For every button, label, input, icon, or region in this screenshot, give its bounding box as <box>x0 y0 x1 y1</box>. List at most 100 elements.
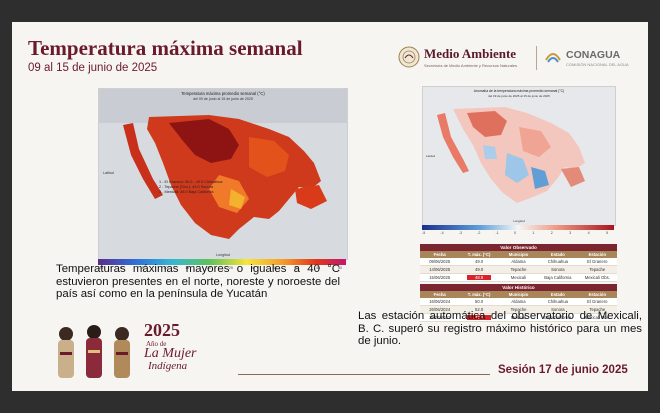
table-cell-fecha: 14/06/2025 <box>429 267 451 272</box>
table-cell-fecha: 15/06/2025 <box>429 275 451 280</box>
column-header: Fecha <box>433 292 446 297</box>
table-cell-municipio: Tepache <box>510 307 527 312</box>
table-cell-estacion: Mexicali Obs. <box>584 315 610 320</box>
scale-tick-label: 30 <box>250 266 255 270</box>
scale-tick-label: 25 <box>228 266 233 270</box>
scale-tick-label: -5 <box>422 231 426 235</box>
page-subtitle: 09 al 15 de junio de 2025 <box>28 62 158 74</box>
scale-tick-label: 4 <box>587 231 590 235</box>
table-row: 29/06/2022 47.3 Mexicali Baja California Mex… <box>420 314 617 322</box>
conagua-drop-icon <box>545 53 561 63</box>
summary-text-left: Temperaturas máximas mayores o iguales a… <box>56 263 340 300</box>
medio-ambiente-logo-text: Medio Ambiente <box>424 46 517 61</box>
logo-separator <box>536 46 537 70</box>
scale-tick-label: 0 <box>514 231 516 235</box>
table-cell-estado: Sonora <box>551 307 565 312</box>
column-header: Estación <box>588 292 607 297</box>
scale-tick-label: 10 <box>163 266 168 270</box>
medio-ambiente-logo-subtext: Secretaría de Medio Ambiente y Recursos … <box>424 63 518 68</box>
logo-line-3: Indígena <box>148 360 188 372</box>
temperature-records-tables: Valor Observado Fecha T. máx. (°C) Munic… <box>420 244 617 322</box>
table-cell-municipio: Aldama <box>511 259 526 264</box>
historical-table-columns: Fecha T. máx. (°C) Municipio Estado Esta… <box>420 291 617 298</box>
table-cell-estado: Chihuahua <box>547 259 569 264</box>
scale-tick-label: 0 <box>119 266 122 270</box>
temperature-anomaly-map: Anomalía de la temperatura máxima promed… <box>422 86 616 226</box>
table-cell-fecha: 16/06/2024 <box>429 299 451 304</box>
table-cell-municipio: Aldama <box>511 299 526 304</box>
table-row: 16/06/2024 50.0 Aldama Chihuahua El Granero <box>420 298 617 306</box>
temperature-anomaly-map-image: Anomalía de la temperatura máxima promed… <box>423 87 615 225</box>
table-row: 09/06/2025 49.0 Aldama Chihuahua El Granero <box>420 258 617 266</box>
table-row: 15/06/2025 48.9 Mexicali Baja California Mex… <box>420 274 617 282</box>
scale-tick-label: -4 <box>440 231 444 235</box>
table-cell-estacion: Tepache <box>589 307 606 312</box>
column-header: Municipio <box>508 252 529 257</box>
column-header: T. máx. (°C) <box>467 252 491 257</box>
scale-tick-label: -2 <box>477 231 481 235</box>
table-cell-tmax: 49.0 <box>475 267 484 272</box>
national-seal-icon <box>398 46 420 68</box>
table-row: 26/06/2024 52.0 Tepache Sonora Tepache <box>420 306 617 314</box>
session-date: Sesión 17 de junio 2025 <box>498 364 628 376</box>
table-cell-estado: Chihuahua <box>547 299 569 304</box>
indigenous-women-illustration-icon <box>58 325 130 378</box>
map-left-xlabel: Longitud <box>216 253 230 257</box>
anomaly-scale-labels: -5 -4 -3 -2 -1 0 1 2 3 4 5 <box>422 231 614 236</box>
scale-tick-label: -1 <box>495 231 499 235</box>
year-of-indigenous-women-logo: 2025 Año de La Mujer Indígena <box>48 320 214 378</box>
scale-tick-label: 15 <box>185 266 190 270</box>
table-cell-tmax: 48.9 <box>467 275 491 280</box>
anomaly-color-scale <box>422 225 614 230</box>
logo-line-1: Año de <box>146 340 167 348</box>
footer-divider <box>238 374 490 375</box>
slide: Temperatura máxima semanal 09 al 15 de j… <box>12 22 648 391</box>
column-header: Fecha <box>433 252 446 257</box>
table-cell-estacion: El Granero <box>587 259 608 264</box>
max-temperature-color-scale <box>98 259 346 265</box>
column-header: Estación <box>588 252 607 257</box>
scale-tick-label: 40 <box>294 266 299 270</box>
scale-tick-label: 20 <box>207 266 212 270</box>
table-cell-municipio: Tepache <box>510 267 527 272</box>
logo-line-2: La Mujer <box>144 346 197 361</box>
map-right-xlabel: Longitud <box>513 219 525 223</box>
table-cell-fecha: 09/06/2025 <box>429 259 451 264</box>
observed-table-heading: Valor Observado <box>420 244 617 251</box>
table-row: 14/06/2025 49.0 Tepache Sonora Tepache <box>420 266 617 274</box>
map-left-period: del 09 de junio al 15 de junio de 2025 <box>193 97 253 101</box>
map-left-title: Temperatura máxima promedio semanal (°C) <box>181 91 265 96</box>
map-left-legend-2: 2 - Tepache (Son.): 49.0 Sonora <box>159 185 214 189</box>
scale-tick-label: 1 <box>532 231 535 235</box>
table-cell-municipio: Mexicali <box>510 275 527 280</box>
max-temperature-scale-labels: -20 0 5 10 15 20 25 30 35 40 45 50 <box>98 266 346 272</box>
map-left-ylabel: Latitud <box>103 171 114 175</box>
table-cell-estacion: Mexicali Obs. <box>584 275 610 280</box>
conagua-logo-text: CONAGUA <box>566 49 621 61</box>
map-right-period: del 09 de junio de 2025 al 15 de junio d… <box>488 94 550 98</box>
scale-tick-label: -3 <box>458 231 462 235</box>
table-cell-fecha: 29/06/2022 <box>429 315 451 320</box>
map-left-legend-1: 1 - El Granero: 50.0 - 49.5 Chihuahua <box>159 180 223 184</box>
page-title: Temperatura máxima semanal <box>28 36 303 60</box>
scale-tick-label: -20 <box>98 266 104 270</box>
agency-logos: Medio Ambiente Secretaría de Medio Ambie… <box>398 44 638 74</box>
scale-tick-label: 50 <box>338 266 342 270</box>
map-right-title: Anomalía de la temperatura máxima promed… <box>474 89 565 93</box>
map-right-ylabel: Latitud <box>426 154 435 158</box>
table-cell-estacion: El Granero <box>587 299 608 304</box>
historical-table-heading: Valor Histórico <box>420 284 617 291</box>
column-header: Estado <box>550 252 565 257</box>
table-cell-tmax: 49.0 <box>475 259 484 264</box>
scale-tick-label: 35 <box>272 266 277 270</box>
table-cell-estado: Baja California <box>544 315 572 320</box>
scale-tick-label: 5 <box>606 231 608 235</box>
table-cell-municipio: Mexicali <box>510 315 527 320</box>
table-cell-tmax: 47.3 <box>467 315 491 320</box>
scale-tick-label: 2 <box>550 231 553 235</box>
scale-tick-label: 45 <box>316 266 321 270</box>
max-temperature-map: 1 - El Granero: 50.0 - 49.5 Chihuahua 2 … <box>98 88 348 260</box>
conagua-logo-subtext: COMISIÓN NACIONAL DEL AGUA <box>566 62 629 67</box>
table-cell-tmax: 52.0 <box>475 307 484 312</box>
summary-text-right: Las estación automática del observatorio… <box>358 310 642 347</box>
